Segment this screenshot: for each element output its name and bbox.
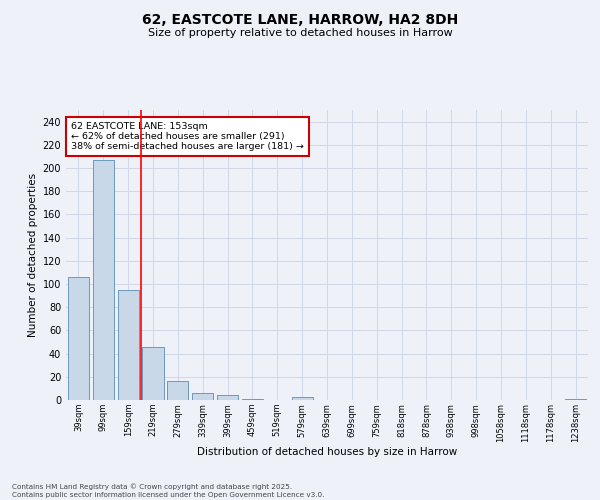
Y-axis label: Number of detached properties: Number of detached properties (28, 173, 38, 337)
Text: 62 EASTCOTE LANE: 153sqm
← 62% of detached houses are smaller (291)
38% of semi-: 62 EASTCOTE LANE: 153sqm ← 62% of detach… (71, 122, 304, 152)
Bar (217, 396, 238, 400)
Text: 62, EASTCOTE LANE, HARROW, HA2 8DH: 62, EASTCOTE LANE, HARROW, HA2 8DH (142, 12, 458, 26)
Bar (142, 346, 164, 400)
Text: Contains HM Land Registry data © Crown copyright and database right 2025.
Contai: Contains HM Land Registry data © Crown c… (12, 484, 325, 498)
Bar (242, 399, 263, 400)
Text: Size of property relative to detached houses in Harrow: Size of property relative to detached ho… (148, 28, 452, 38)
Bar (167, 382, 188, 400)
Bar (565, 399, 586, 400)
Bar (68, 277, 89, 400)
Bar (93, 160, 114, 400)
Bar (192, 393, 213, 400)
Bar (292, 396, 313, 400)
Bar (118, 290, 139, 400)
X-axis label: Distribution of detached houses by size in Harrow: Distribution of detached houses by size … (197, 448, 457, 458)
